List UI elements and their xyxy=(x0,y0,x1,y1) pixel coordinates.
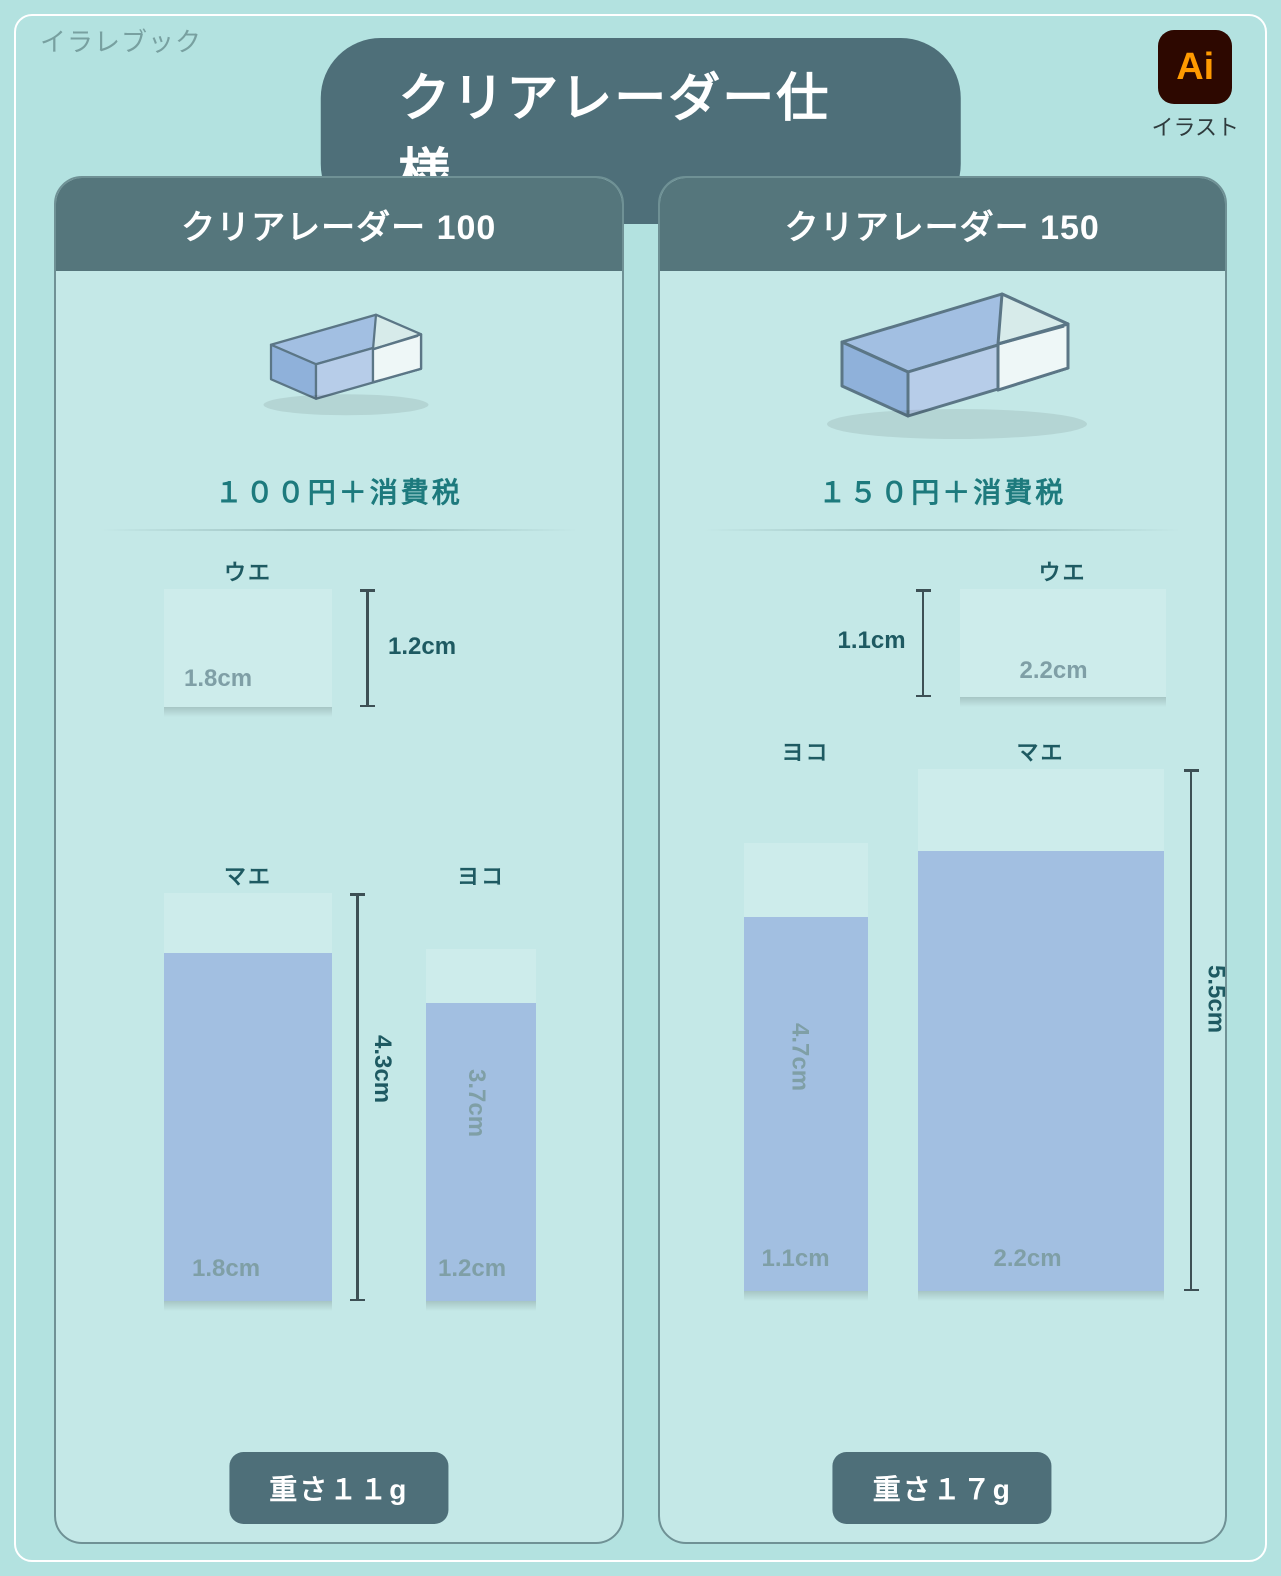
card-100-mae-box: 1.8cm xyxy=(164,893,332,1301)
card-100-yoko-box: 3.7cm 1.2cm xyxy=(426,949,536,1301)
card-150-yoko-width: 1.1cm xyxy=(762,1245,830,1273)
card-100-ue-box: 1.8cm xyxy=(164,589,332,707)
card-150-price: １５０円＋消費税 xyxy=(660,471,1226,511)
card-150-yoko-box: 4.7cm 1.1cm xyxy=(744,843,868,1291)
card-100: クリアレーダー 100 １００円＋消費税 ウエ 1.8cm xyxy=(54,176,624,1544)
card-100-yoko-width: 1.2cm xyxy=(438,1255,506,1283)
brand-label: イラレブック xyxy=(40,22,202,59)
card-150-ue-zone: ウエ 2.2cm 1.1cm xyxy=(660,555,1226,735)
card-100-mae-width: 1.8cm xyxy=(192,1255,260,1283)
measure-line xyxy=(922,589,925,697)
card-150: クリアレーダー 150 １５０円＋消費税 ウエ 2.2cm xyxy=(658,176,1228,1544)
card-100-price: １００円＋消費税 xyxy=(56,471,622,511)
card-150-mae-box: 2.2cm xyxy=(918,769,1164,1291)
measure-line xyxy=(366,589,369,707)
card-100-lower-zone: マエ 1.8cm 4.3cm ヨコ 3.7cm 1.2cm xyxy=(56,755,622,1375)
illustrator-badge: Ai イラスト xyxy=(1151,30,1239,142)
card-100-ue-height: 1.2cm xyxy=(388,633,456,661)
card-100-ue-zone: ウエ 1.8cm 1.2cm xyxy=(56,555,622,755)
divider xyxy=(704,529,1182,531)
card-150-lower-zone: ヨコ 4.7cm 1.1cm マエ 2.2cm 5.5cm xyxy=(660,735,1226,1395)
measure-line xyxy=(356,893,359,1301)
yoko-label: ヨコ xyxy=(426,859,536,891)
card-150-weight: 重さ１７g xyxy=(833,1452,1052,1524)
divider xyxy=(100,529,578,531)
ue-label: ウエ xyxy=(960,555,1166,587)
eraser-icon xyxy=(792,286,1092,456)
cards-row: クリアレーダー 100 １００円＋消費税 ウエ 1.8cm xyxy=(54,176,1227,1544)
card-150-ue-width: 2.2cm xyxy=(1020,657,1088,685)
measure-line xyxy=(1190,769,1193,1291)
illustrator-caption: イラスト xyxy=(1151,110,1239,142)
mae-label: マエ xyxy=(164,859,332,891)
card-150-title: クリアレーダー 150 xyxy=(660,178,1226,271)
card-150-mae-height: 5.5cm xyxy=(1202,965,1228,1033)
card-150-yoko-height: 4.7cm xyxy=(786,1023,814,1091)
card-100-mae-height: 4.3cm xyxy=(368,1035,396,1103)
card-150-ue-box: 2.2cm xyxy=(960,589,1166,697)
ue-label: ウエ xyxy=(164,555,332,587)
card-100-yoko-height: 3.7cm xyxy=(462,1069,490,1137)
eraser-icon xyxy=(226,307,451,435)
card-100-iso xyxy=(56,271,622,471)
card-100-title: クリアレーダー 100 xyxy=(56,178,622,271)
card-100-weight: 重さ１１g xyxy=(229,1452,448,1524)
mae-label: マエ xyxy=(918,735,1164,767)
card-150-mae-width: 2.2cm xyxy=(994,1245,1062,1273)
yoko-label: ヨコ xyxy=(744,735,868,767)
card-150-iso xyxy=(660,271,1226,471)
card-100-ue-width: 1.8cm xyxy=(184,665,252,693)
card-150-ue-height: 1.1cm xyxy=(838,627,906,655)
illustrator-icon: Ai xyxy=(1158,30,1232,104)
